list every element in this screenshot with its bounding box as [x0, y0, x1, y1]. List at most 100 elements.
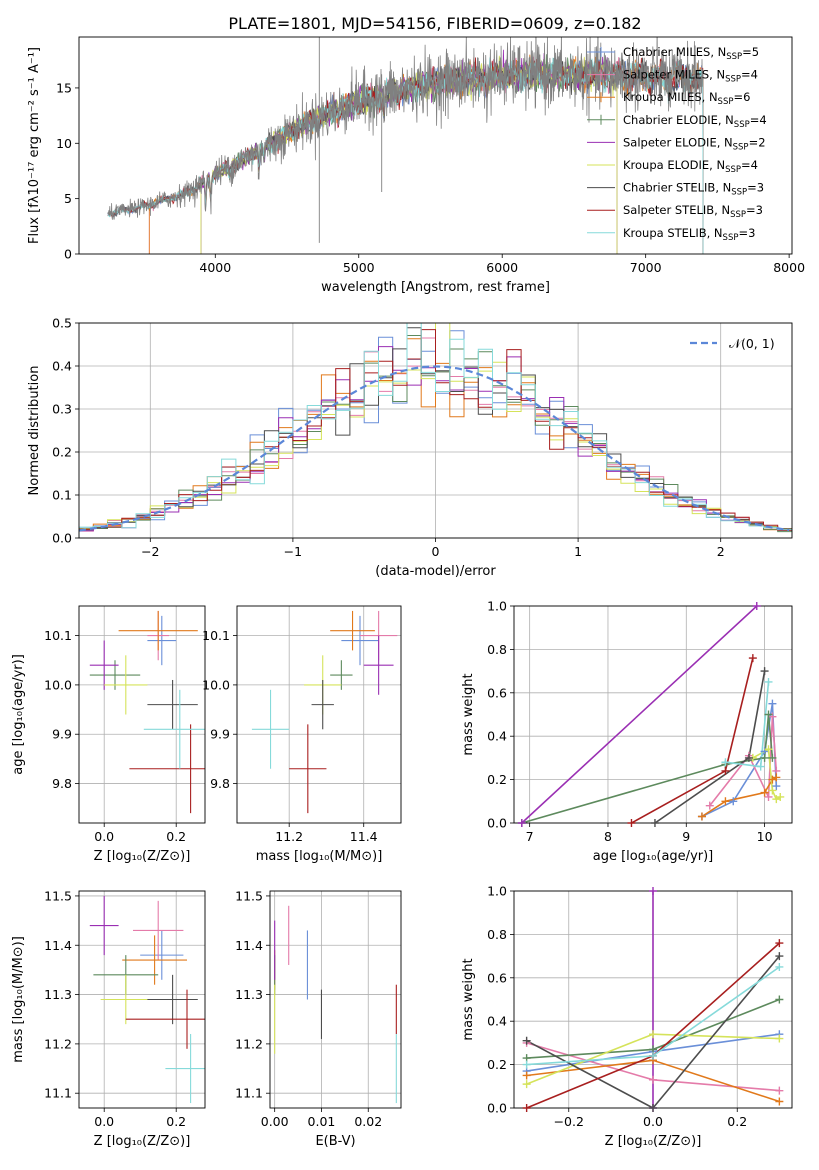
y-tick-label: 10: [56, 136, 72, 151]
y-tick-label: 11.5: [44, 888, 72, 903]
mass-weight-point-kroupa-elodie: [776, 792, 785, 801]
age-vs-mass-panel: 11.2 11.4 9.8 9.9 10.0 10.1 mass [log₁₀(M/M⊙)]: [202, 605, 402, 864]
x-tick-label: 9: [682, 829, 690, 844]
mass-weight-point-kroupa-miles: [522, 1071, 531, 1080]
x-axis-label: mass [log₁₀(M/M⊙)]: [256, 849, 383, 864]
mass-weight-line-chabrier-stelib: [526, 955, 781, 1108]
y-tick-label: 11.4: [44, 938, 72, 953]
figure-title: PLATE=1801, MJD=54156, FIBERID=0609, z=0…: [228, 14, 641, 33]
y-axis-label: Flux [fλ10⁻¹⁷ erg cm⁻² s⁻¹ A⁻¹]: [27, 47, 42, 244]
x-tick-label: 0.2: [166, 1114, 186, 1129]
mass-weight-point-chabrier-miles: [729, 797, 738, 806]
x-tick-label: 0: [432, 544, 440, 559]
plot-area: [521, 606, 781, 823]
x-tick-label: −0.2: [554, 1114, 584, 1129]
grid: [514, 605, 792, 824]
mass-weight-point-kroupa-stelib: [522, 1060, 531, 1069]
mass-weight-point-kroupa-stelib: [756, 762, 765, 771]
y-tick-label: 11.2: [44, 1036, 72, 1051]
y-tick-label: 11.1: [44, 1086, 72, 1101]
y-tick-label: 0.6: [487, 970, 507, 985]
x-tick-label: 0.0: [94, 1114, 114, 1129]
mass-weight-point-salpeter-miles: [764, 792, 773, 801]
y-tick-label: 11.1: [235, 1086, 263, 1101]
plot-area: [526, 891, 781, 1108]
mass-weight-point-salpeter-stelib: [748, 654, 757, 663]
y-tick-label: 11.3: [44, 987, 72, 1002]
mass-weight-vs-metallicity-panel: −0.2 0.0 0.2 0.0 0.2 0.4 0.6 0.8 1.0 Z [log₁₀(Z/Z…: [461, 884, 793, 1149]
x-axis-label: age [log₁₀(age/yr)]: [593, 849, 714, 864]
mass-weight-point-kroupa-elodie: [764, 745, 773, 754]
x-axis-label: Z [log₁₀(Z/Z⊙)]: [94, 1134, 191, 1149]
mass-weight-point-kroupa-elodie: [768, 786, 777, 795]
x-tick-label: 6000: [486, 260, 518, 275]
x-axis-label: wavelength [Angstrom, rest frame]: [321, 280, 550, 295]
y-tick-label: 0: [64, 247, 72, 262]
mass-weight-point-salpeter-miles: [775, 1086, 784, 1095]
mass-weight-point-salpeter-elodie: [752, 602, 761, 610]
mass-vs-ebv-panel: 0.00 0.01 0.02 11.1 11.2 11.3 11.4 11.5 E(B-V): [235, 888, 402, 1149]
mass-weight-point-chabrier-elodie: [760, 753, 769, 762]
y-tick-label: 0.2: [487, 772, 507, 787]
x-tick-label: 0.2: [166, 829, 186, 844]
legend-label-chabrier-elodie: Chabrier ELODIE, NSSP=4: [623, 113, 767, 130]
grid: [79, 606, 205, 823]
plot-area: [107, 37, 704, 254]
mass-weight-point-chabrier-stelib: [760, 667, 769, 676]
spectrum-panel: 4000 5000 6000 7000 8000 0 5 10 15 wavelength [An…: [27, 36, 805, 295]
legend-label-kroupa-elodie: Kroupa ELODIE, NSSP=4: [623, 158, 758, 175]
y-axis-label: Normed distribution: [27, 366, 42, 496]
y-tick-label: 11.2: [235, 1036, 263, 1051]
mass-weight-line-kroupa-stelib: [725, 681, 770, 768]
mass-weight-point-salpeter-elodie: [517, 819, 526, 827]
x-axis-label: E(B-V): [315, 1134, 355, 1149]
x-tick-label: 0.0: [94, 829, 114, 844]
normal-curve: [79, 365, 790, 532]
plot-area: [89, 610, 205, 814]
mass-vs-metallicity-panel: 0.0 0.2 11.1 11.2 11.3 11.4 11.5 Z [log₁₀(Z/Z⊙)…: [11, 888, 206, 1149]
x-tick-label: 8: [604, 829, 612, 844]
mass-weight-point-chabrier-miles: [768, 699, 777, 708]
mass-weight-point-salpeter-miles: [705, 801, 714, 810]
y-tick-label: 5: [64, 191, 72, 206]
mass-weight-point-chabrier-stelib: [775, 952, 784, 961]
y-tick-label: 9.8: [210, 776, 230, 791]
y-tick-label: 0.2: [52, 445, 72, 460]
mass-weight-point-salpeter-stelib: [522, 1104, 531, 1112]
x-axis-label: Z [log₁₀(Z/Z⊙)]: [94, 849, 191, 864]
x-tick-label: 2: [717, 544, 725, 559]
y-tick-label: 10.1: [202, 628, 230, 643]
mass-weight-point-chabrier-stelib: [649, 1104, 657, 1112]
x-tick-label: 7: [526, 829, 534, 844]
plot-area: [79, 323, 792, 538]
y-axis-label: mass weight: [461, 673, 476, 755]
y-tick-label: 0.8: [487, 927, 507, 942]
histogram-kroupa-stelib: [79, 323, 792, 538]
mass-weight-point-kroupa-elodie: [649, 1030, 657, 1039]
mass-weight-point-kroupa-elodie: [522, 1080, 531, 1089]
axes-frame: [269, 890, 402, 1109]
y-tick-label: 1.0: [487, 884, 507, 899]
y-tick-label: 0.5: [52, 316, 72, 331]
histogram-salpeter-stelib: [79, 329, 792, 538]
x-axis-label: Z [log₁₀(Z/Z⊙)]: [605, 1134, 702, 1149]
spectrum-legend: Chabrier MILES, NSSP=5 Salpeter MILES, NS…: [587, 45, 767, 243]
mass-weight-point-kroupa-elodie: [775, 1034, 784, 1043]
y-axis-label: age [log₁₀(age/yr)]: [11, 654, 26, 775]
plot-area: [274, 905, 397, 1104]
mass-weight-point-chabrier-stelib: [650, 819, 659, 827]
legend-label-salpeter-stelib: Salpeter STELIB, NSSP=3: [623, 203, 763, 220]
x-tick-label: 0.01: [308, 1114, 336, 1129]
mass-weight-vs-age-panel: 7 8 9 10 0.0 0.2 0.4 0.6 0.8 1.0 age [log₁₀(age/yr…: [461, 599, 793, 864]
y-tick-label: 0.1: [52, 488, 72, 503]
mass-weight-point-kroupa-miles: [721, 797, 730, 806]
observed-spectrum: [107, 37, 704, 220]
mass-weight-point-chabrier-miles: [772, 782, 781, 791]
y-tick-label: 11.5: [235, 888, 263, 903]
mass-weight-point-salpeter-elodie: [649, 887, 657, 895]
axes-frame: [78, 322, 793, 539]
x-tick-label: 11.2: [275, 829, 303, 844]
grid: [237, 606, 401, 823]
axes-frame: [78, 890, 206, 1109]
y-tick-label: 0.0: [487, 816, 507, 831]
